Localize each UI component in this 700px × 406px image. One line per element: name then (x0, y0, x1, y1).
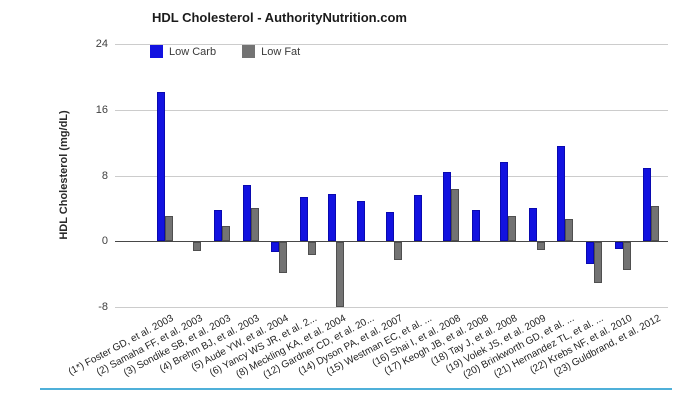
y-tick-label: 0 (101, 235, 108, 248)
bar-low-fat-17[interactable] (622, 242, 631, 271)
bar-low-carb-13[interactable] (500, 161, 509, 242)
plot-area: Low Carb Low Fat (1*) Foster GD, et al. … (67, 44, 668, 381)
bar-low-carb-9[interactable] (385, 212, 394, 242)
bar-low-fat-15[interactable] (565, 219, 574, 242)
bar-low-carb-16[interactable] (586, 242, 594, 264)
bar-low-fat-11[interactable] (450, 189, 459, 242)
bar-low-carb-3[interactable] (213, 210, 222, 242)
bar-low-carb-10[interactable] (414, 195, 423, 242)
gridline (115, 307, 668, 308)
bar-low-fat-7[interactable] (336, 242, 345, 308)
bar-low-carb-6[interactable] (299, 196, 308, 242)
legend-label-low-carb: Low Carb (169, 45, 217, 58)
chart-legend: Low Carb Low Fat (150, 45, 326, 58)
legend-swatch-low-fat-icon (242, 45, 256, 58)
bar-low-carb-18[interactable] (643, 168, 652, 242)
bar-low-fat-18[interactable] (651, 205, 660, 242)
gridline (115, 44, 668, 45)
bar-low-fat-16[interactable] (594, 242, 602, 283)
gridline (115, 175, 668, 177)
bar-low-carb-4[interactable] (242, 184, 251, 242)
bar-low-carb-17[interactable] (614, 242, 623, 249)
bar-low-fat-3[interactable] (221, 226, 230, 242)
bar-low-carb-5[interactable] (271, 242, 280, 253)
bar-low-carb-11[interactable] (442, 172, 451, 242)
bar-low-carb-8[interactable] (357, 200, 366, 242)
y-tick-label: 16 (95, 103, 108, 116)
y-tick-label: -8 (98, 301, 108, 313)
y-tick-label: 8 (101, 169, 108, 182)
bar-low-fat-9[interactable] (393, 242, 402, 260)
bar-low-carb-7[interactable] (328, 193, 337, 242)
bar-low-fat-5[interactable] (279, 242, 288, 274)
legend-item-low-carb[interactable]: Low Carb (150, 45, 216, 58)
gridline (115, 109, 668, 111)
bar-low-fat-13[interactable] (508, 215, 517, 242)
bar-low-carb-15[interactable] (557, 145, 566, 242)
x-axis-line (115, 241, 668, 243)
bar-low-fat-4[interactable] (250, 208, 259, 242)
legend-item-low-fat[interactable]: Low Fat (242, 45, 300, 58)
bar-low-fat-14[interactable] (536, 242, 545, 251)
bar-low-fat-1[interactable] (164, 215, 173, 242)
bar-low-fat-2[interactable] (193, 242, 202, 252)
legend-label-low-fat: Low Fat (261, 45, 301, 58)
bottom-divider (40, 388, 672, 390)
chart-title: HDL Cholesterol - AuthorityNutrition.com (152, 10, 407, 25)
bar-low-carb-12[interactable] (471, 210, 480, 242)
bar-low-fat-6[interactable] (307, 242, 316, 255)
legend-swatch-low-carb-icon (150, 45, 163, 58)
y-tick-label: 24 (95, 38, 108, 50)
bar-low-carb-14[interactable] (528, 208, 537, 242)
bar-low-carb-1[interactable] (156, 92, 165, 242)
